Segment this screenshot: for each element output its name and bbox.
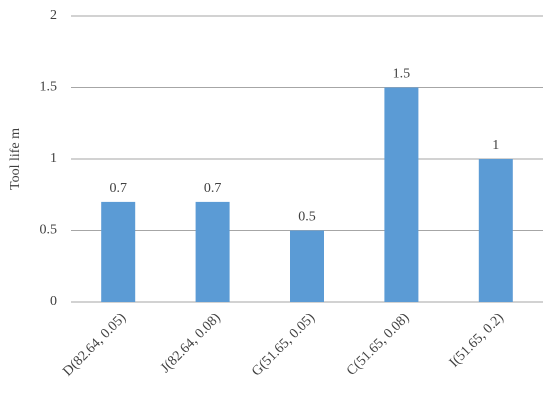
x-tick-label: I(51.65, 0.2) [447,310,507,370]
x-tick-label: C(51.65, 0.08) [344,310,413,379]
data-label: 0.5 [298,210,316,225]
bar [384,87,419,302]
y-tick-label: 0 [50,294,57,309]
bar [101,201,136,302]
y-tick-label: 1.5 [40,80,58,95]
y-tick-label: 0.5 [40,223,58,238]
bar [195,201,230,302]
bar [290,230,324,302]
y-tick-label: 1 [50,151,57,166]
y-axis-label: Tool life m [8,128,23,190]
data-label: 0.7 [204,181,222,196]
bar [478,159,513,302]
x-tick-label: J(82.64, 0.08) [158,310,224,376]
x-tick-label: D(82.64, 0.05) [60,310,129,379]
x-tick-label: G(51.65, 0.05) [249,310,318,379]
data-label: 1 [492,138,499,153]
y-tick-label: 2 [50,8,57,23]
data-label: 0.7 [109,181,127,196]
data-label: 1.5 [393,67,411,82]
